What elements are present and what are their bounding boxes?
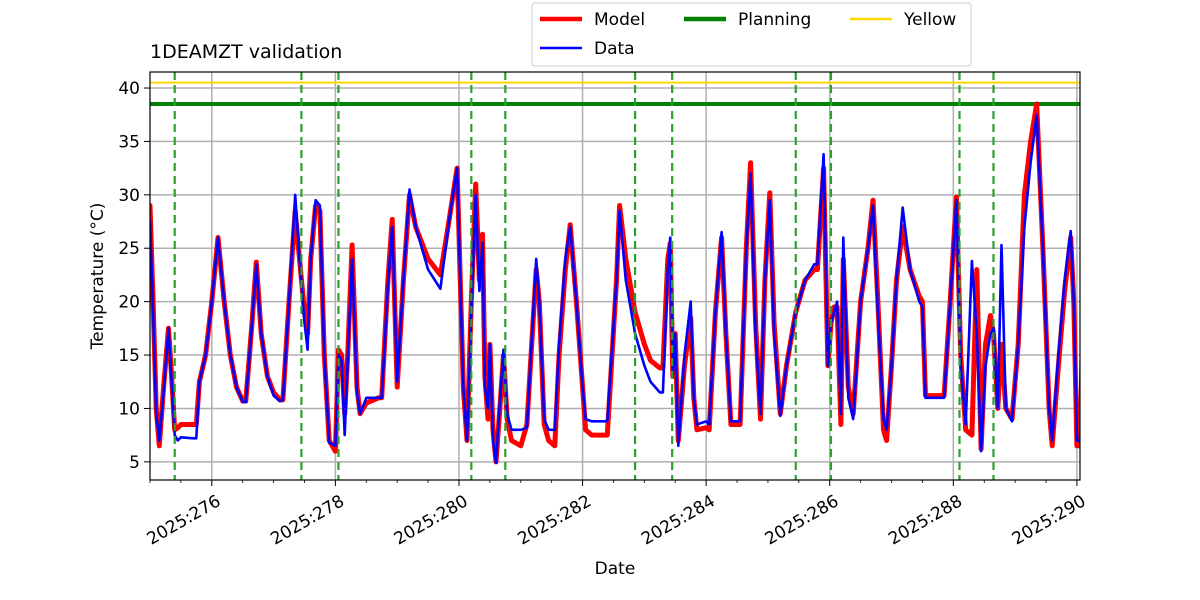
y-tick-label: 15: [118, 346, 140, 366]
y-tick-label: 5: [129, 453, 140, 473]
y-tick-label: 35: [118, 132, 140, 152]
y-tick-label: 25: [118, 239, 140, 259]
chart-title: 1DEAMZT validation: [150, 41, 342, 63]
y-axis-label: Temperature (°C): [88, 203, 108, 351]
plot-frame: [149, 71, 1081, 481]
event-markers: [173, 72, 995, 480]
y-tick-label: 20: [118, 293, 140, 313]
legend-label-planning: Planning: [738, 10, 811, 30]
data-series: [150, 101, 1080, 465]
legend-label-data: Data: [594, 39, 635, 59]
data-series-line: [150, 113, 1080, 465]
legend-label-model: Model: [594, 10, 645, 30]
y-tick-label: 40: [118, 79, 140, 99]
legend-label-yellow: Yellow: [903, 10, 956, 30]
y-axis-ticks: 5 10 15 20 25 30 35 40: [118, 79, 150, 473]
threshold-lines: [150, 81, 1080, 107]
y-tick-label: 10: [118, 399, 140, 419]
y-tick-label: 30: [118, 186, 140, 206]
x-axis-label: Date: [595, 559, 636, 579]
legend: Model Data Planning Yellow: [531, 2, 972, 67]
